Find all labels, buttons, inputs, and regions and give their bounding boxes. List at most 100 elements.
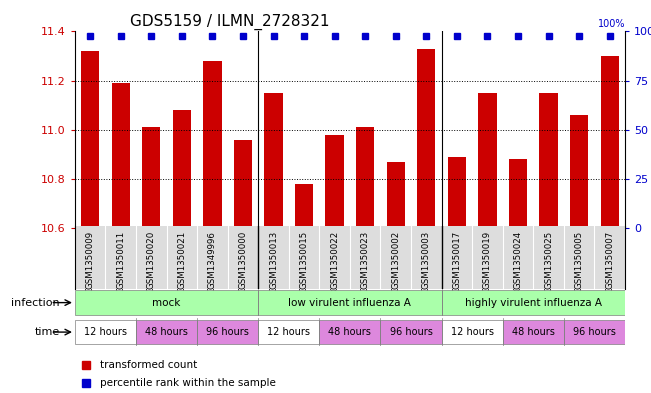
Text: GSM1350007: GSM1350007 [605,231,614,289]
Bar [380,31,411,228]
Text: GSM1350013: GSM1350013 [269,231,278,292]
Text: GDS5159 / ILMN_2728321: GDS5159 / ILMN_2728321 [130,14,329,30]
Text: GSM1350002: GSM1350002 [391,231,400,292]
Text: GSM1350019: GSM1350019 [483,231,492,292]
Text: GSM1350002: GSM1350002 [391,231,400,289]
Bar [503,31,533,228]
Text: low virulent influenza A: low virulent influenza A [288,298,411,308]
FancyBboxPatch shape [136,320,197,344]
Text: 48 hours: 48 hours [145,327,188,337]
FancyBboxPatch shape [258,290,441,315]
Bar [228,31,258,228]
Bar [295,184,313,228]
Bar [478,93,497,228]
FancyBboxPatch shape [441,290,625,315]
Text: 48 hours: 48 hours [329,327,371,337]
Text: GSM1350019: GSM1350019 [483,231,492,289]
Text: 100%: 100% [598,20,625,29]
Text: GSM1350021: GSM1350021 [177,231,186,292]
FancyBboxPatch shape [197,320,258,344]
FancyBboxPatch shape [75,320,136,344]
FancyBboxPatch shape [564,320,625,344]
Text: GSM1350021: GSM1350021 [177,231,186,289]
Bar [441,31,472,228]
Bar [136,31,167,228]
Text: GSM1350017: GSM1350017 [452,231,462,292]
Bar [167,31,197,228]
Text: GSM1350017: GSM1350017 [452,231,462,289]
Bar [197,31,228,228]
Text: GSM1350013: GSM1350013 [269,231,278,289]
Text: GSM1349996: GSM1349996 [208,231,217,292]
Text: GSM1350023: GSM1350023 [361,231,370,292]
Bar [264,93,283,228]
Bar [600,56,619,228]
Text: GSM1350025: GSM1350025 [544,231,553,292]
Bar [356,127,374,228]
Text: GSM1350000: GSM1350000 [238,231,247,289]
Bar [75,31,105,228]
Text: GSM1350005: GSM1350005 [575,231,583,292]
Bar [472,31,503,228]
Text: GSM1350005: GSM1350005 [575,231,583,289]
Text: GSM1350003: GSM1350003 [422,231,431,289]
Text: GSM1350011: GSM1350011 [117,231,125,289]
Bar [81,51,100,228]
Bar [540,93,558,228]
Bar [350,31,380,228]
Text: GSM1350022: GSM1350022 [330,231,339,289]
FancyBboxPatch shape [380,320,441,344]
Text: transformed count: transformed count [100,360,197,371]
Bar [594,31,625,228]
Bar [289,31,320,228]
Bar [533,31,564,228]
Text: 96 hours: 96 hours [389,327,432,337]
Text: 96 hours: 96 hours [573,327,616,337]
Bar [417,49,436,228]
Text: GSM1350015: GSM1350015 [299,231,309,289]
Bar [203,61,221,228]
Bar [326,134,344,228]
Bar [448,157,466,228]
Text: GSM1350009: GSM1350009 [86,231,94,292]
FancyBboxPatch shape [75,290,258,315]
Bar [387,162,405,228]
Text: GSM1350024: GSM1350024 [514,231,523,289]
Bar [258,31,289,228]
Bar [111,83,130,228]
Text: GSM1350009: GSM1350009 [86,231,94,289]
Text: GSM1350011: GSM1350011 [117,231,125,292]
Bar [142,127,160,228]
Bar [105,31,136,228]
Bar [320,31,350,228]
Text: GSM1350015: GSM1350015 [299,231,309,292]
Bar [411,31,441,228]
Text: GSM1350025: GSM1350025 [544,231,553,289]
Text: 96 hours: 96 hours [206,327,249,337]
Text: 12 hours: 12 hours [450,327,493,337]
Text: GSM1350003: GSM1350003 [422,231,431,292]
Text: 48 hours: 48 hours [512,327,555,337]
FancyBboxPatch shape [503,320,564,344]
Text: highly virulent influenza A: highly virulent influenza A [465,298,602,308]
Text: percentile rank within the sample: percentile rank within the sample [100,378,275,388]
FancyBboxPatch shape [258,320,320,344]
Bar [234,140,252,228]
Text: GSM1350000: GSM1350000 [238,231,247,292]
Text: GSM1350022: GSM1350022 [330,231,339,291]
FancyBboxPatch shape [320,320,380,344]
FancyBboxPatch shape [441,320,503,344]
Bar [570,115,589,228]
Text: GSM1349996: GSM1349996 [208,231,217,289]
Text: GSM1350020: GSM1350020 [146,231,156,289]
Text: mock: mock [152,298,181,308]
Text: time: time [35,327,60,337]
Text: 12 hours: 12 hours [84,327,127,337]
Text: 12 hours: 12 hours [268,327,311,337]
Text: GSM1350024: GSM1350024 [514,231,523,291]
Bar [509,159,527,228]
Text: GSM1350007: GSM1350007 [605,231,614,292]
Bar [173,110,191,228]
Text: GSM1350020: GSM1350020 [146,231,156,292]
Text: infection: infection [11,298,60,308]
